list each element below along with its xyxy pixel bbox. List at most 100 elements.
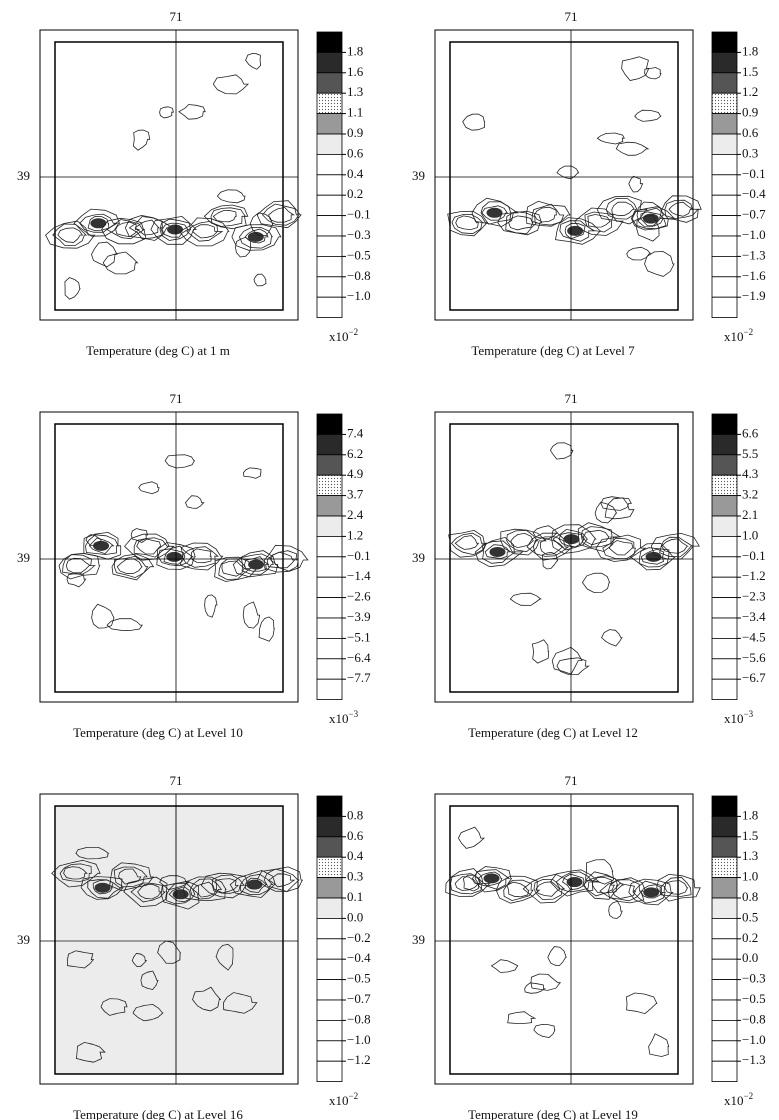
contour-line (549, 869, 601, 897)
contour-line (509, 592, 542, 606)
colorbar-label: −0.3 (347, 227, 371, 242)
contour-line (159, 106, 174, 119)
contour-line (92, 879, 114, 895)
contour-line (116, 558, 143, 575)
contour-line (474, 869, 511, 890)
contour-line (215, 943, 234, 971)
colorbar-label: −0.8 (347, 1011, 371, 1026)
map-box (449, 423, 679, 693)
contour-line (601, 629, 623, 647)
contour-line (244, 228, 269, 244)
contour-line (168, 886, 191, 903)
scale-label: x10−2 (329, 1091, 358, 1108)
contour-core (566, 877, 583, 888)
contour-line (140, 970, 159, 990)
contour-line (234, 236, 252, 258)
map-box (54, 805, 284, 1075)
colorbar-cell (316, 877, 343, 899)
colorbar-label: 0.8 (742, 889, 758, 904)
colorbar-cell (711, 72, 738, 94)
scale-base: x10 (329, 329, 349, 344)
colorbar-cell (711, 255, 738, 278)
contour-line (462, 113, 486, 131)
colorbar-cell (316, 795, 343, 817)
contour-line (124, 214, 174, 241)
colorbar-cell (316, 515, 343, 537)
side-label: 39 (412, 168, 425, 183)
contour-line (88, 537, 115, 555)
colorbar-cell (711, 31, 738, 53)
caption: Temperature (deg C) at Level 12 (468, 725, 638, 740)
colorbar-cell (711, 658, 738, 680)
contour-line (210, 207, 247, 227)
colorbar-cell (316, 958, 343, 981)
panel: 71 39 7.4 6.2 4.9 3.7 2.4 1.2 −0.1 −1.4 −2.6 −3.9 −5… (17, 391, 371, 740)
contour-line (561, 873, 585, 891)
colorbar-cell (316, 454, 343, 476)
colorbar-label: −1.4 (347, 568, 371, 583)
colorbar-label: 0.3 (347, 869, 363, 884)
colorbar-label: −6.7 (742, 670, 766, 685)
contour-line (256, 866, 304, 892)
contour-line (132, 1003, 164, 1022)
contour-line (124, 533, 175, 561)
contour-core (486, 207, 503, 218)
colorbar-cell (316, 617, 343, 639)
colorbar-label: −0.2 (347, 930, 371, 945)
contour-line (659, 195, 702, 223)
contour-line (87, 216, 110, 232)
colorbar-label: −0.8 (742, 1011, 766, 1026)
contour-line (533, 1023, 556, 1039)
colorbar-label: −4.5 (742, 629, 766, 644)
colorbar-cell (316, 495, 343, 517)
colorbar-cell (316, 938, 343, 960)
contour-line (192, 224, 219, 239)
colorbar-label: 3.2 (742, 487, 758, 502)
contour-line (535, 881, 562, 897)
contour-line (626, 246, 652, 261)
contour-line (215, 878, 239, 894)
colorbar-cell (711, 113, 738, 135)
top-label: 71 (170, 773, 183, 788)
contour-line (266, 550, 299, 572)
scale-label: x10−3 (724, 709, 754, 726)
colorbar-cell (711, 638, 738, 660)
colorbar-cell (316, 897, 343, 919)
contour-line (163, 548, 186, 565)
colorbar-cell (316, 92, 343, 114)
contour-line (471, 866, 513, 893)
contour-line (447, 210, 488, 237)
contour-line (582, 875, 619, 897)
contour-line (192, 881, 217, 898)
contour-line (640, 548, 665, 565)
colorbar-cell (316, 31, 343, 53)
contour-line (128, 216, 164, 240)
contour-line (212, 74, 250, 95)
colorbar-label: 0.0 (347, 909, 363, 924)
colorbar-label: −1.6 (742, 268, 766, 283)
colorbar-label: −0.4 (742, 186, 766, 201)
contour-line (532, 525, 559, 540)
colorbar-cell (316, 678, 343, 701)
colorbar-cell (711, 958, 738, 981)
colorbar-cell (711, 877, 738, 899)
colorbar-cell (711, 836, 738, 858)
contour-line (249, 212, 274, 236)
colorbar-cell (711, 153, 738, 176)
contour-line (555, 217, 602, 245)
contour-line (137, 883, 163, 900)
colorbar-cell (711, 617, 738, 639)
colorbar-cell (711, 856, 738, 879)
contour-line (648, 1033, 670, 1057)
contour-line (181, 546, 219, 568)
panel: 71 39 1.8 1.5 1.2 0.9 0.6 0.3 −0.1 −0.4 −0.7 −1.0 −1… (412, 9, 766, 358)
scale-exponent: −2 (744, 1091, 754, 1101)
colorbar-label: 0.6 (347, 145, 364, 160)
scale-exponent: −3 (744, 709, 754, 719)
colorbar-label: 2.4 (347, 507, 364, 522)
contour-line (503, 879, 534, 902)
contour-line (471, 197, 519, 227)
contour-line (101, 217, 147, 245)
colorbar-cell (316, 413, 343, 435)
